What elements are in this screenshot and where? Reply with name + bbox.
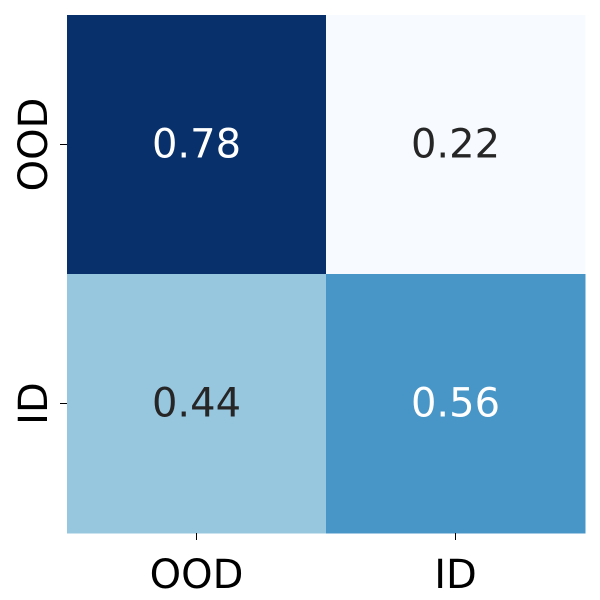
heatmap-cells bbox=[67, 15, 586, 534]
heatmap-cell-ood-id bbox=[326, 15, 586, 275]
y-tick-label: ID bbox=[11, 382, 57, 425]
x-tick-label: ID bbox=[434, 552, 477, 598]
heatmap-cell-ood-ood bbox=[67, 15, 327, 275]
cell-value-label: 0.78 bbox=[152, 122, 241, 168]
heatmap-cell-id-id bbox=[326, 274, 586, 534]
y-axis-ticks: OOD ID bbox=[11, 98, 67, 425]
cell-value-label: 0.22 bbox=[411, 122, 500, 168]
x-axis-ticks: OOD ID bbox=[150, 533, 477, 598]
cell-value-label: 0.56 bbox=[411, 381, 500, 427]
heatmap-value-labels: 0.78 0.22 0.44 0.56 bbox=[152, 122, 500, 427]
y-tick-label: OOD bbox=[11, 98, 57, 192]
x-tick-label: OOD bbox=[150, 552, 244, 598]
heatmap-cell-id-ood bbox=[67, 274, 327, 534]
cell-value-label: 0.44 bbox=[152, 381, 241, 427]
